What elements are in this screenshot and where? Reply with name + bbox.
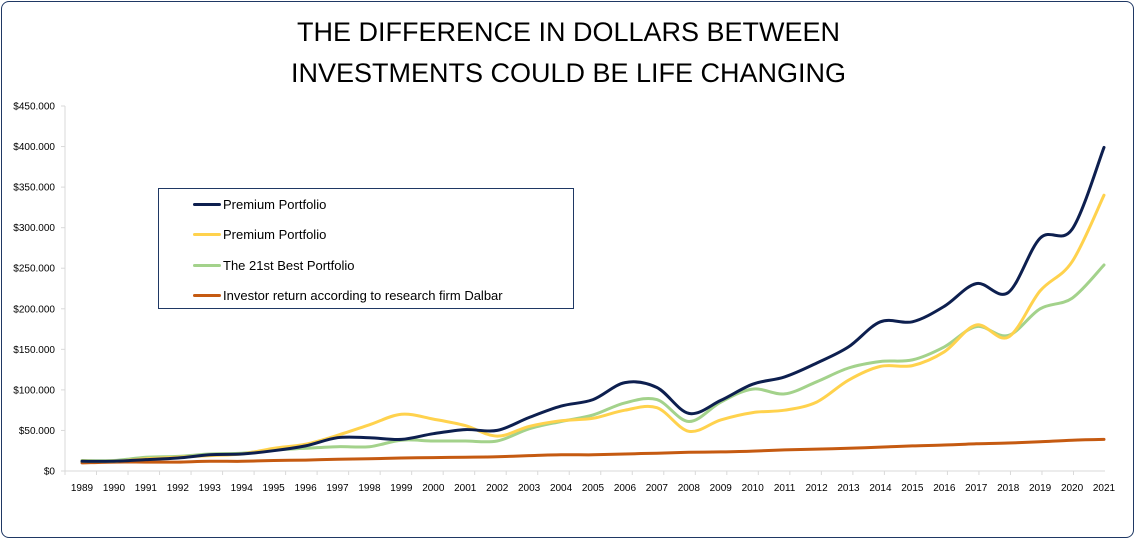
x-tick-label: 2008	[678, 483, 701, 494]
legend-swatch-yellow	[193, 232, 221, 236]
y-tick-label: $450.000	[13, 102, 55, 113]
x-tick-label: 2021	[1093, 483, 1116, 494]
x-tick-label: 2014	[869, 483, 892, 494]
x-tick-label: 1996	[294, 483, 317, 494]
y-tick-label: $100.000	[13, 385, 55, 396]
x-tick-label: 2012	[805, 483, 828, 494]
x-tick-label: 2004	[550, 483, 573, 494]
legend-swatch-orange	[193, 293, 221, 297]
y-tick-label: $250.000	[13, 264, 55, 275]
chart-title-line-1: THE DIFFERENCE IN DOLLARS BETWEEN	[296, 17, 841, 47]
x-tick-label: 1994	[231, 483, 254, 494]
legend-swatch-navy	[193, 202, 221, 206]
y-tick-label: $0	[44, 467, 56, 478]
x-tick-label: 1991	[135, 483, 158, 494]
legend-item-dalbar: Investor return according to research fi…	[193, 285, 503, 305]
x-tick-label: 1995	[263, 483, 286, 494]
x-tick-label: 2005	[582, 483, 605, 494]
x-tick-label: 1997	[326, 483, 349, 494]
x-tick-label: 2003	[518, 483, 541, 494]
x-tick-label: 2020	[1061, 483, 1084, 494]
x-tick-label: 2015	[901, 483, 924, 494]
x-tick-label: 2000	[422, 483, 445, 494]
y-tick-label: $350.000	[13, 183, 55, 194]
x-tick-label: 1989	[71, 483, 94, 494]
x-tick-label: 2007	[646, 483, 669, 494]
x-tick-label: 2018	[997, 483, 1020, 494]
chart-legend: Premium Portfolio Premium Portfolio The …	[158, 188, 574, 309]
x-tick-label: 2010	[742, 483, 765, 494]
y-tick-label: $150.000	[13, 345, 55, 356]
x-tick-label: 2017	[965, 483, 988, 494]
x-tick-label: 2011	[774, 483, 796, 494]
x-tick-label: 2002	[486, 483, 509, 494]
x-tick-label: 2016	[933, 483, 956, 494]
y-tick-label: $50.000	[19, 426, 56, 437]
legend-label: Premium Portfolio	[223, 226, 327, 242]
x-tick-label: 1999	[390, 483, 413, 494]
y-tick-label: $300.000	[13, 223, 55, 234]
legend-swatch-green	[193, 263, 221, 267]
legend-label: The 21st Best Portfolio	[223, 257, 355, 273]
x-tick-label: 2001	[454, 483, 477, 494]
y-tick-label: $400.000	[13, 142, 55, 153]
chart-title: THE DIFFERENCE IN DOLLARS BETWEEN INVEST…	[0, 12, 1137, 94]
legend-item-premium-portfolio-navy: Premium Portfolio	[193, 194, 326, 214]
series-line-dalbar	[80, 437, 1106, 465]
legend-item-premium-portfolio-yellow: Premium Portfolio	[193, 224, 326, 244]
x-tick-label: 2006	[614, 483, 637, 494]
x-tick-label: 1993	[199, 483, 222, 494]
x-tick-label: 1998	[358, 483, 381, 494]
x-tick-label: 1992	[167, 483, 190, 494]
x-tick-label: 2009	[710, 483, 733, 494]
y-tick-label: $200.000	[13, 304, 55, 315]
x-tick-label: 2019	[1029, 483, 1052, 494]
legend-label: Investor return according to research fi…	[223, 287, 503, 303]
series-line-premium-portfolio-navy	[80, 145, 1106, 463]
x-tick-label: 1990	[103, 483, 126, 494]
chart-title-line-2: INVESTMENTS COULD BE LIFE CHANGING	[290, 58, 847, 88]
legend-label: Premium Portfolio	[223, 196, 327, 212]
x-tick-label: 2013	[837, 483, 860, 494]
legend-item-21st-best-portfolio: The 21st Best Portfolio	[193, 255, 355, 275]
